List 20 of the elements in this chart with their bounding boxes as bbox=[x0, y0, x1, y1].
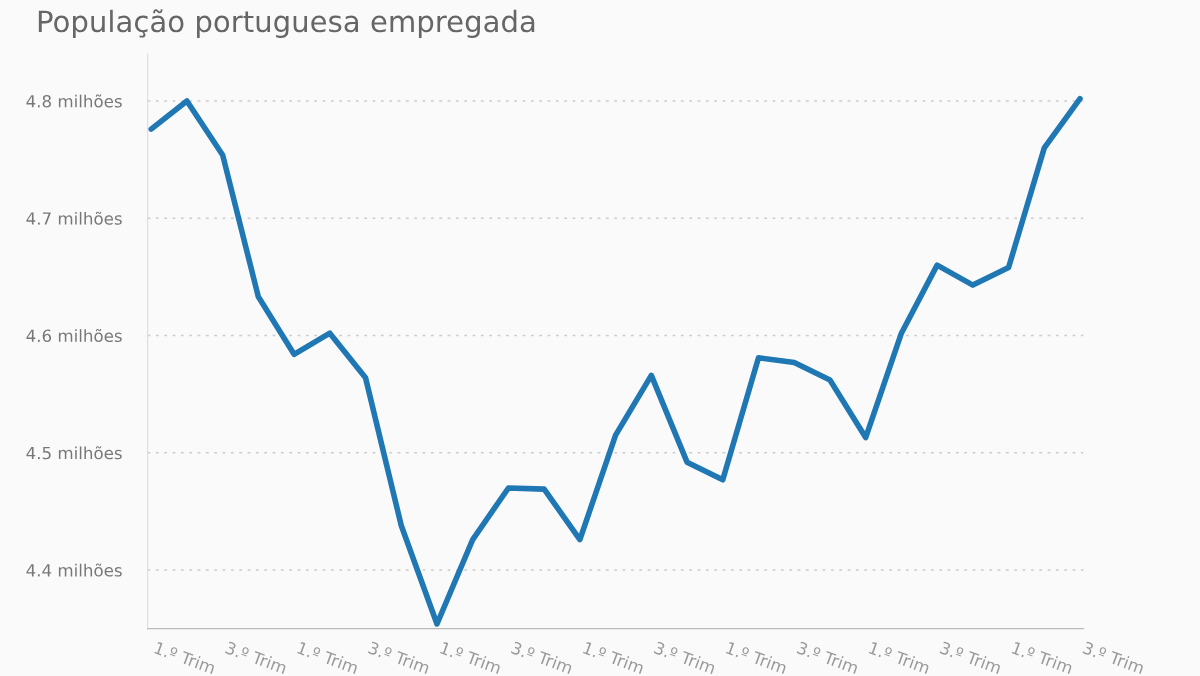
x-tick-label: 3.º Trim bbox=[367, 640, 431, 675]
x-tick-label: 3.º Trim bbox=[796, 640, 860, 675]
x-tick-label: 3.º Trim bbox=[939, 640, 1002, 675]
x-tick-label: 3.º Trim bbox=[1082, 640, 1145, 675]
x-tick-label: 1.º Trim bbox=[439, 641, 502, 674]
y-tick-label: 4.4 milhões bbox=[26, 563, 122, 577]
x-tick-label: 3.º Trim bbox=[224, 640, 288, 675]
x-tick-label: 1.º Trim bbox=[1011, 641, 1074, 674]
x-tick-label: 1.º Trim bbox=[154, 641, 216, 674]
x-tick-label: 1.º Trim bbox=[582, 641, 645, 674]
y-tick-label: 4.5 milhões bbox=[26, 446, 122, 460]
x-tick-label: 3.º Trim bbox=[653, 640, 717, 675]
y-tick-label: 4.6 milhões bbox=[26, 328, 122, 343]
x-tick-label: 1.º Trim bbox=[296, 641, 359, 674]
x-tick-label: 3.º Trim bbox=[510, 640, 574, 675]
chart-title: População portuguesa empregada bbox=[38, 9, 535, 39]
x-tick-label: 1.º Trim bbox=[868, 641, 931, 674]
y-tick-label: 4.7 milhões bbox=[26, 211, 122, 225]
y-tick-label: 4.8 milhões bbox=[26, 94, 122, 108]
x-tick-label: 1.º Trim bbox=[725, 641, 788, 674]
